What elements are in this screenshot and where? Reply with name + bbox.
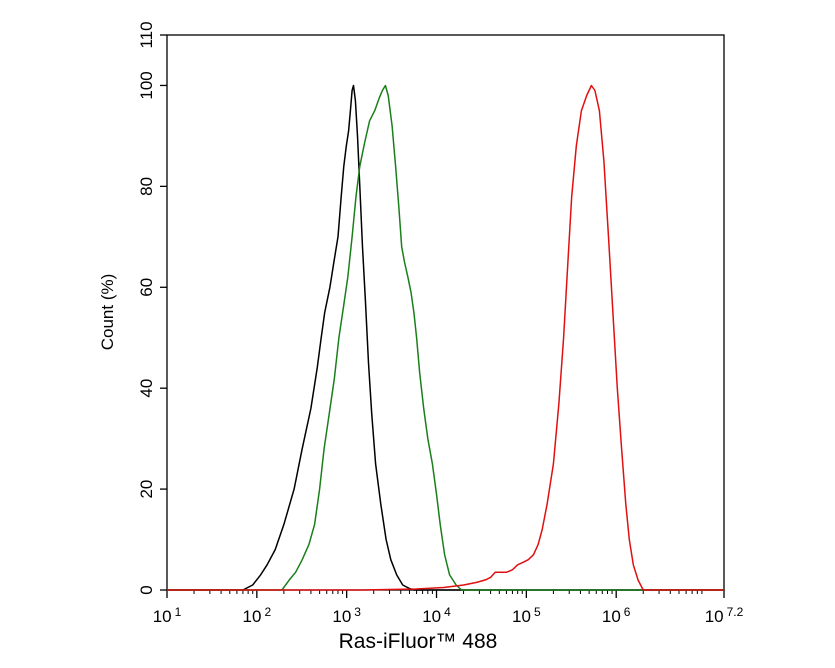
x-tick-label: 10 2 [243,605,272,626]
plot-frame [166,34,725,591]
series-line-2 [281,84,463,591]
x-tick-label: 10 5 [512,605,541,626]
y-tick-label: 40 [137,379,156,398]
x-axis-ticks: 10 1 10 2 10 3 10 4 10 5 10 6 10 7.2 [153,590,744,626]
y-tick-label: 100 [137,71,156,99]
x-tick-label: 10 6 [602,605,631,626]
x-tick-label: 10 1 [153,605,182,626]
x-tick-label: 10 4 [422,605,451,626]
y-tick-label: 0 [137,585,156,594]
series-line-1 [242,84,415,591]
series-line-3 [362,84,644,591]
y-tick-label: 20 [137,480,156,499]
y-tick-label: 60 [137,278,156,297]
y-axis-label: Count (%) [98,274,117,351]
y-tick-label: 110 [137,21,156,48]
x-tick-label: 10 7.2 [705,605,744,626]
y-axis-ticks: 0 20 40 60 80 100 110 [137,21,167,595]
y-tick-label: 80 [137,177,156,196]
data-series [167,84,724,591]
x-tick-label: 10 3 [332,605,361,626]
x-axis-label: Ras-iFluor™ 488 [339,630,498,653]
